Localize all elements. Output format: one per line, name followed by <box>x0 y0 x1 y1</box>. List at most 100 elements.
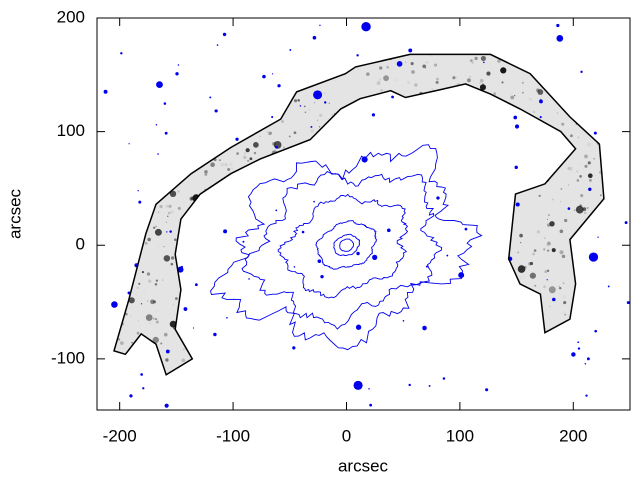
texture-dot <box>605 85 606 86</box>
texture-dot <box>421 152 424 155</box>
texture-dot <box>564 313 567 316</box>
texture-dot <box>580 329 582 331</box>
texture-dot <box>258 79 260 81</box>
texture-dot <box>382 148 384 151</box>
texture-dot <box>204 385 206 387</box>
texture-dot <box>543 123 546 126</box>
texture-blob <box>245 148 250 153</box>
texture-dot <box>608 379 611 382</box>
texture-dot <box>121 153 126 158</box>
texture-dot <box>141 204 144 206</box>
texture-dot <box>601 159 604 163</box>
texture-dot <box>299 27 300 28</box>
texture-blob <box>498 219 502 223</box>
texture-dot <box>200 20 202 22</box>
texture-dot <box>310 210 313 214</box>
texture-dot <box>120 102 122 104</box>
texture-dot <box>421 360 423 362</box>
texture-dot <box>99 96 102 99</box>
texture-dot <box>152 158 155 160</box>
texture-dot <box>409 267 413 271</box>
texture-dot <box>536 230 541 234</box>
texture-blob <box>565 347 570 351</box>
star <box>312 35 317 40</box>
texture-dot <box>150 35 151 36</box>
texture-dot <box>188 74 191 77</box>
texture-dot <box>157 145 161 149</box>
texture-blob <box>517 131 522 136</box>
texture-dot <box>201 247 206 252</box>
texture-dot <box>104 335 107 338</box>
texture-blob <box>519 374 524 375</box>
texture-dot <box>561 345 566 350</box>
texture-dot <box>354 153 359 157</box>
texture-dot <box>316 48 318 50</box>
texture-dot <box>241 54 244 56</box>
texture-dot <box>395 30 398 33</box>
texture-dot <box>592 342 597 347</box>
texture-dot <box>243 152 247 155</box>
star <box>209 96 212 99</box>
region-outline <box>113 53 605 376</box>
texture-dot <box>459 213 462 217</box>
star <box>248 278 250 280</box>
texture-dot <box>269 24 270 25</box>
texture-dot <box>210 325 215 330</box>
texture-dot <box>282 146 285 149</box>
texture-dot <box>195 395 197 397</box>
y-tick-label: 0 <box>76 235 85 254</box>
texture-dot <box>322 129 325 131</box>
texture-dot <box>415 241 419 245</box>
texture-dot <box>273 24 277 28</box>
texture-dot <box>459 307 463 311</box>
texture-dot <box>387 110 390 114</box>
star <box>584 362 587 365</box>
texture-dot <box>141 35 143 37</box>
texture-blob <box>447 240 453 246</box>
texture-dot <box>609 218 611 220</box>
texture-blob <box>127 250 132 256</box>
texture-dot <box>188 178 191 181</box>
texture-dot <box>152 377 154 379</box>
texture-dot <box>128 223 133 227</box>
texture-dot <box>163 108 167 113</box>
texture-dot <box>104 401 106 403</box>
texture-blob <box>136 121 145 130</box>
star <box>396 61 403 67</box>
texture-dot <box>419 164 423 167</box>
texture-dot <box>513 94 516 97</box>
texture-dot <box>285 150 289 154</box>
texture-blob <box>226 242 230 247</box>
texture-dot <box>394 332 399 337</box>
texture-dot <box>287 366 292 371</box>
texture-blob <box>458 38 463 43</box>
star <box>368 388 370 390</box>
texture-dot <box>135 135 140 139</box>
texture-dot <box>444 400 446 402</box>
texture-dot <box>526 64 529 68</box>
texture-dot <box>444 263 447 266</box>
texture-dot <box>383 398 387 402</box>
texture-dot <box>223 404 225 406</box>
texture-dot <box>170 77 174 81</box>
texture-dot <box>504 39 508 43</box>
texture-dot <box>481 233 484 236</box>
texture-dot <box>353 144 357 148</box>
star <box>353 380 363 390</box>
texture-dot <box>404 240 408 244</box>
texture-dot <box>193 382 195 384</box>
texture-dot <box>177 218 181 222</box>
texture-dot <box>549 155 552 158</box>
texture-dot <box>330 318 335 322</box>
texture-dot <box>484 145 488 148</box>
texture-dot <box>312 319 315 322</box>
texture-dot <box>536 333 540 337</box>
texture-dot <box>115 209 120 213</box>
star <box>310 126 313 128</box>
texture-dot <box>339 354 343 358</box>
texture-dot <box>485 273 489 278</box>
texture-dot <box>533 149 537 152</box>
texture-dot <box>598 311 602 314</box>
texture-blob <box>498 303 504 308</box>
texture-dot <box>131 59 136 63</box>
